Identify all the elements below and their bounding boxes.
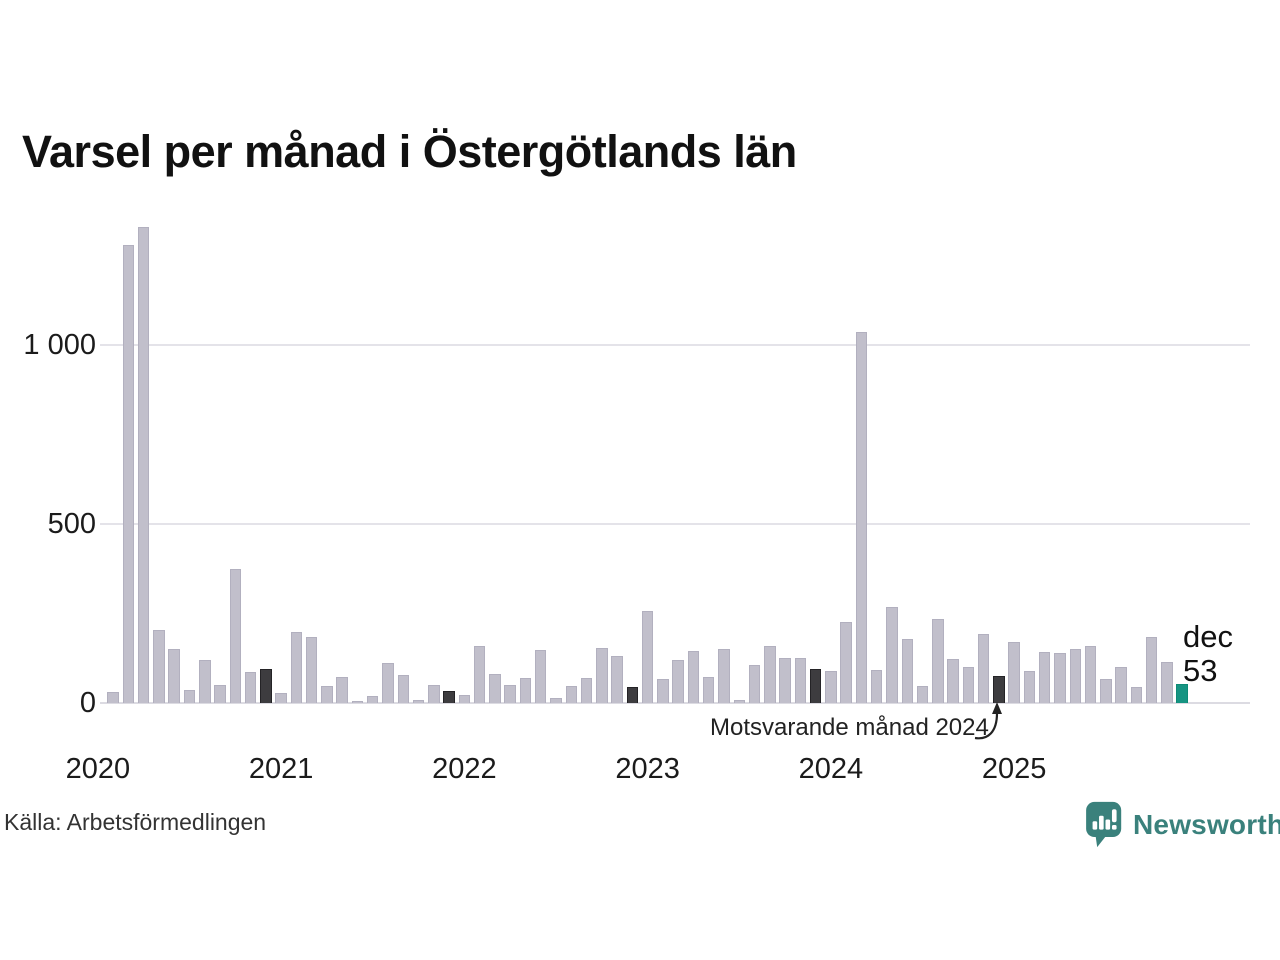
newsworthy-logo: Newsworthy	[1085, 801, 1280, 849]
bar-2022-04	[504, 685, 516, 703]
bar-2021-03	[305, 636, 318, 703]
annotation-text: Motsvarande månad 2024	[710, 714, 989, 741]
bar-2024-09	[947, 658, 959, 703]
gridline-0	[100, 702, 1250, 704]
bar-2022-11	[611, 656, 623, 703]
x-year-label-2023: 2023	[615, 753, 680, 785]
x-year-label-2021: 2021	[248, 753, 314, 785]
bar-2023-01	[641, 610, 654, 703]
bar-2024-05	[886, 607, 898, 703]
bar-2021-06	[351, 700, 364, 703]
bar-2023-08	[748, 664, 761, 703]
bar-2024-11	[977, 634, 990, 703]
bar-2023-12	[809, 668, 822, 703]
bar-2023-10	[779, 657, 791, 703]
gridline-500	[100, 523, 1250, 525]
y-tick-label: 0	[79, 687, 96, 719]
bar-2024-04	[870, 669, 883, 703]
bar-2024-07	[916, 685, 929, 703]
bar-2022-09	[580, 678, 593, 703]
bar-2020-10	[229, 568, 242, 703]
bar-2020-02	[107, 692, 119, 703]
bar-2023-06	[718, 649, 730, 703]
bar-2025-12	[1176, 684, 1188, 703]
bar-2024-08	[932, 619, 944, 703]
y-tick-label: 500	[47, 508, 96, 540]
bar-2024-01	[825, 670, 837, 703]
bar-2025-09	[1130, 686, 1143, 703]
bar-2023-03	[672, 660, 684, 703]
bar-2022-01	[458, 695, 471, 703]
annotation-arrow-icon	[974, 702, 1002, 740]
bar-2020-03	[122, 244, 135, 703]
bar-2025-11	[1161, 661, 1173, 703]
chart-title: Varsel per månad i Östergötlands län	[22, 126, 797, 177]
bar-2023-02	[657, 679, 669, 703]
bar-2023-05	[702, 676, 715, 703]
bar-2025-10	[1145, 637, 1158, 703]
bar-2025-05	[1069, 648, 1081, 703]
bar-2024-12	[993, 675, 1005, 703]
bar-2025-04	[1054, 652, 1066, 703]
bar-2021-12	[443, 691, 455, 703]
bar-2025-02	[1023, 671, 1036, 703]
latest-month-label: dec	[1183, 619, 1233, 654]
bar-2023-07	[733, 700, 746, 703]
bar-2021-01	[275, 693, 287, 703]
bar-2020-05	[153, 629, 165, 703]
bar-2022-10	[596, 647, 608, 703]
latest-value: 53	[1183, 653, 1218, 688]
bar-2020-07	[183, 690, 196, 703]
x-year-label-2020: 2020	[65, 753, 131, 785]
bar-2022-12	[626, 686, 639, 703]
bar-2020-12	[260, 668, 272, 703]
bar-2020-11	[244, 671, 257, 703]
bar-2021-07	[366, 695, 379, 703]
bar-2021-09	[397, 675, 410, 703]
bar-2021-08	[382, 662, 394, 703]
bar-2022-08	[565, 686, 578, 703]
bar-2025-01	[1008, 642, 1020, 703]
bar-2022-06	[534, 650, 547, 703]
bar-2022-07	[550, 698, 562, 703]
latest-value-label: dec 53	[1183, 620, 1233, 688]
x-year-label-2024: 2024	[798, 753, 864, 785]
gridline-1000	[100, 344, 1250, 346]
bar-2021-05	[336, 677, 348, 703]
bar-2023-11	[794, 657, 807, 703]
bar-2020-04	[137, 226, 150, 703]
newsworthy-logo-icon	[1086, 801, 1122, 848]
bar-2024-02	[840, 622, 852, 703]
bar-2024-06	[901, 638, 914, 703]
bar-2020-08	[199, 660, 211, 703]
bar-2024-10	[962, 667, 975, 703]
bar-2020-09	[214, 685, 226, 703]
y-tick-label: 1 000	[23, 329, 96, 361]
bar-2021-10	[412, 699, 425, 703]
x-year-label-2022: 2022	[432, 753, 497, 785]
bar-2024-03	[855, 332, 868, 703]
bar-2022-02	[473, 646, 486, 703]
bar-2025-07	[1100, 678, 1112, 703]
bar-2025-06	[1084, 645, 1097, 703]
bar-2021-04	[321, 685, 333, 703]
bar-2025-03	[1038, 652, 1051, 703]
bar-2021-11	[428, 685, 440, 703]
x-year-label-2025: 2025	[981, 753, 1047, 785]
source-text: Källa: Arbetsförmedlingen	[4, 809, 267, 835]
bar-2022-05	[519, 677, 532, 703]
bar-2022-03	[489, 674, 501, 703]
bar-2023-04	[687, 651, 700, 703]
bar-2020-06	[168, 649, 180, 703]
bar-2023-09	[764, 646, 776, 703]
bar-2025-08	[1115, 667, 1127, 703]
bar-2021-02	[290, 632, 303, 703]
newsworthy-logo-text: Newsworthy	[1133, 809, 1280, 840]
